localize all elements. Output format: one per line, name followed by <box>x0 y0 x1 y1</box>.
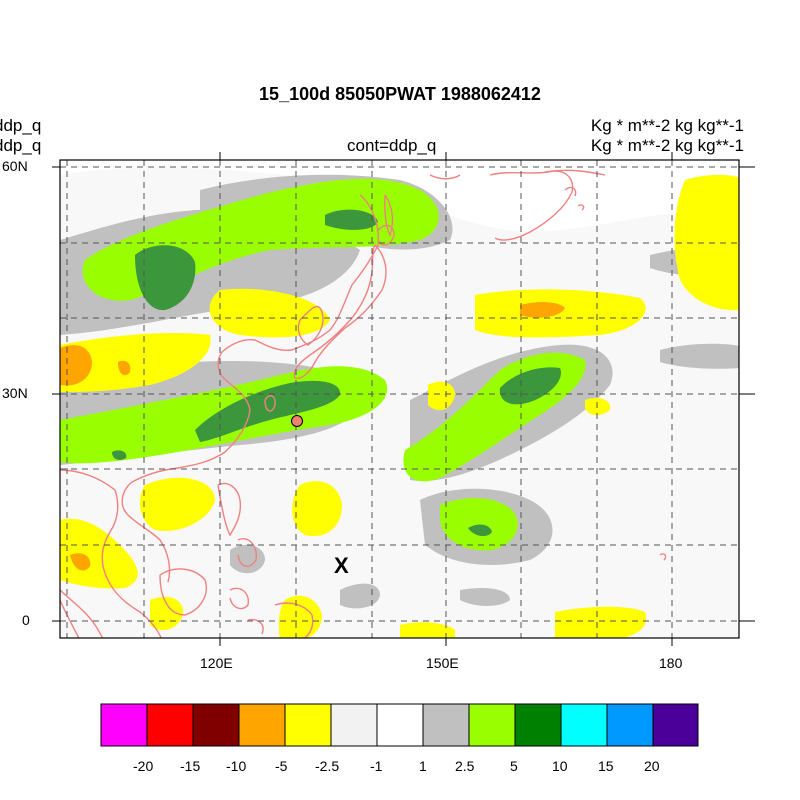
lon-tick-label: 150E <box>426 655 459 671</box>
lat-tick-label: 0 <box>22 612 30 628</box>
colorbar-box <box>284 703 332 747</box>
colorbar-box <box>560 703 608 747</box>
colorbar-label: -5 <box>275 758 288 774</box>
colorbar-box <box>514 703 562 747</box>
grid-lines <box>60 160 739 638</box>
colorbar-box <box>468 703 516 747</box>
colorbar-label: 10 <box>552 758 568 774</box>
map-frame <box>59 159 740 639</box>
lat-tick-label: 30N <box>2 385 28 401</box>
map-title: 15_100d 85050PWAT 1988062412 <box>259 84 541 104</box>
left-label-2: ddp_q <box>0 136 42 155</box>
colorbar-label: 15 <box>598 758 614 774</box>
lat-tick-label: 60N <box>2 158 28 174</box>
colorbar-box <box>100 703 148 747</box>
colorbar-label: -1 <box>370 758 383 774</box>
colorbar-box <box>330 703 378 747</box>
lon-tick-label: 120E <box>200 655 233 671</box>
colorbar-box <box>238 703 286 747</box>
center-label: cont=ddp_q <box>347 136 437 155</box>
coastlines <box>60 169 667 638</box>
colorbar-label: 20 <box>644 758 660 774</box>
colorbar-box <box>422 703 470 747</box>
colorbar-label: -20 <box>133 758 154 774</box>
tick-marks <box>52 152 755 646</box>
colorbar-label: -2.5 <box>315 758 340 774</box>
colorbar-box <box>652 703 699 747</box>
colorbar-label: -15 <box>180 758 201 774</box>
colorbar-box <box>376 703 424 747</box>
colorbar-label: 2.5 <box>455 758 475 774</box>
colorbar <box>100 703 699 747</box>
left-label-1: ddp_q <box>0 116 42 135</box>
colorbar-label: 5 <box>510 758 518 774</box>
lon-tick-label: 180 <box>659 655 683 671</box>
colorbar-box <box>146 703 194 747</box>
colorbar-box <box>606 703 654 747</box>
colorbar-box <box>192 703 240 747</box>
x-marker-label: X <box>334 553 349 578</box>
right-label-1: Kg * m**-2 kg kg**-1 <box>590 116 744 135</box>
right-label-2: Kg * m**-2 kg kg**-1 <box>590 136 744 155</box>
colorbar-label: 1 <box>419 758 427 774</box>
shaded-fields <box>60 160 739 638</box>
colorbar-label: -10 <box>226 758 247 774</box>
location-marker <box>291 415 303 427</box>
